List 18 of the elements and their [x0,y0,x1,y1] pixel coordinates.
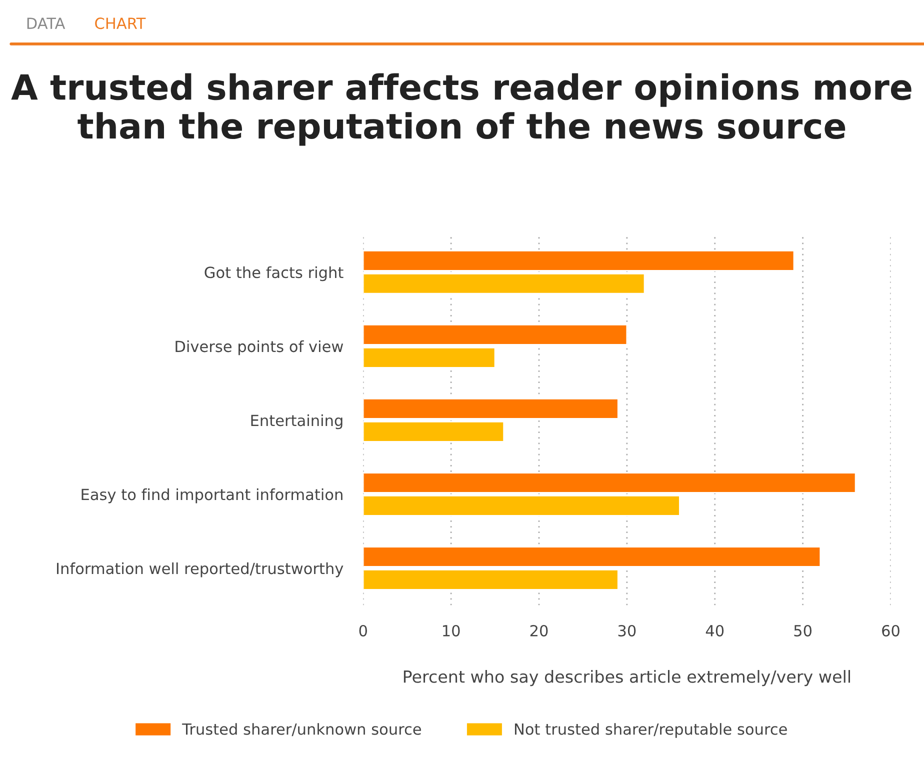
x-tick-label: 0 [359,624,367,637]
y-tick-label: Diverse points of view [176,340,344,356]
x-tick-label: 20 [530,624,548,637]
x-tick-label: 50 [794,624,812,637]
y-tick-label: Got the facts right [204,266,344,282]
x-tick-label: 30 [618,624,636,637]
y-tick-label: Easy to find important information [82,488,342,504]
x-tick-label: 60 [882,624,900,637]
legend-label: Not trusted sharer/reputable source [514,723,787,738]
legend-label: Trusted sharer/unknown source [182,723,422,736]
x-tick-label: 40 [706,624,724,637]
chart-title: A trusted sharer affects reader opinions more than the reputation of the news source [11,73,912,146]
text: DATA [27,18,66,29]
text: CHART [95,18,146,30]
x-tick-label: 10 [443,624,460,637]
y-tick-label: Entertaining [251,414,342,430]
x-axis-title: Percent who say describes article extremely/very well [404,670,850,686]
y-tick-label: Information well reported/trustworthy [57,562,344,578]
